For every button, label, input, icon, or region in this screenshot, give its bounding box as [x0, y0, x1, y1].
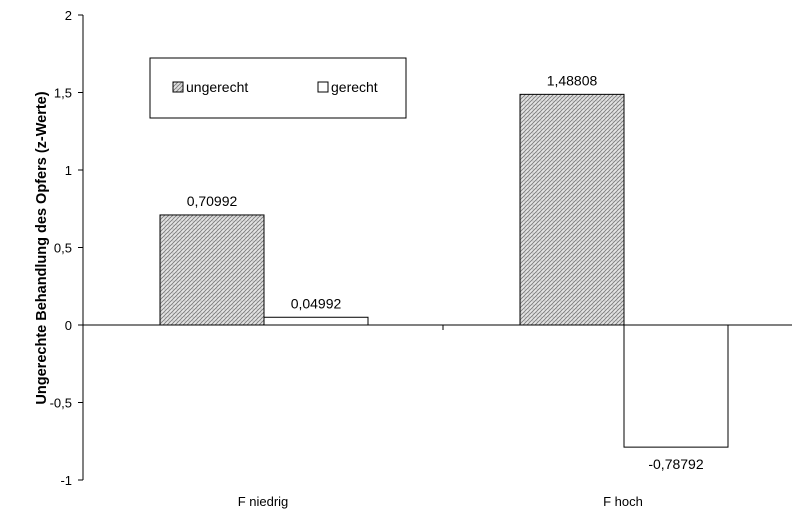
legend: ungerecht gerecht	[149, 57, 407, 119]
x-category-label: F niedrig	[238, 494, 289, 509]
bar-ungerecht	[159, 214, 265, 326]
y-tick-label: 1	[65, 163, 72, 178]
legend-swatch-ungerecht	[172, 81, 184, 93]
legend-label-ungerecht: ungerecht	[186, 79, 248, 95]
legend-swatch-gerecht	[317, 81, 329, 93]
y-tick-label: 0,5	[54, 241, 72, 256]
legend-box	[149, 57, 407, 119]
y-tick-label: 2	[65, 8, 72, 23]
bar-gerecht	[623, 324, 729, 448]
x-category-label: F hoch	[603, 494, 643, 509]
data-label-ungerecht: 0,70992	[187, 193, 238, 209]
bar-ungerecht	[519, 93, 625, 326]
legend-label-gerecht: gerecht	[331, 79, 378, 95]
y-tick-label: 1,5	[54, 86, 72, 101]
data-labels: 0,70992 1,48808 0,04992 -0,78792	[187, 72, 704, 472]
data-label-gerecht: 0,04992	[291, 295, 342, 311]
y-tick-label: 0	[65, 318, 72, 333]
data-label-ungerecht: 1,48808	[547, 72, 598, 88]
y-tick-label: -1	[60, 473, 72, 488]
data-label-gerecht: -0,78792	[648, 456, 703, 472]
y-tick-label: -0,5	[50, 396, 72, 411]
bars	[159, 93, 729, 448]
bar-gerecht	[263, 316, 369, 326]
y-axis-label: Ungerechte Behandlung des Opfers (z-Wert…	[34, 91, 50, 404]
